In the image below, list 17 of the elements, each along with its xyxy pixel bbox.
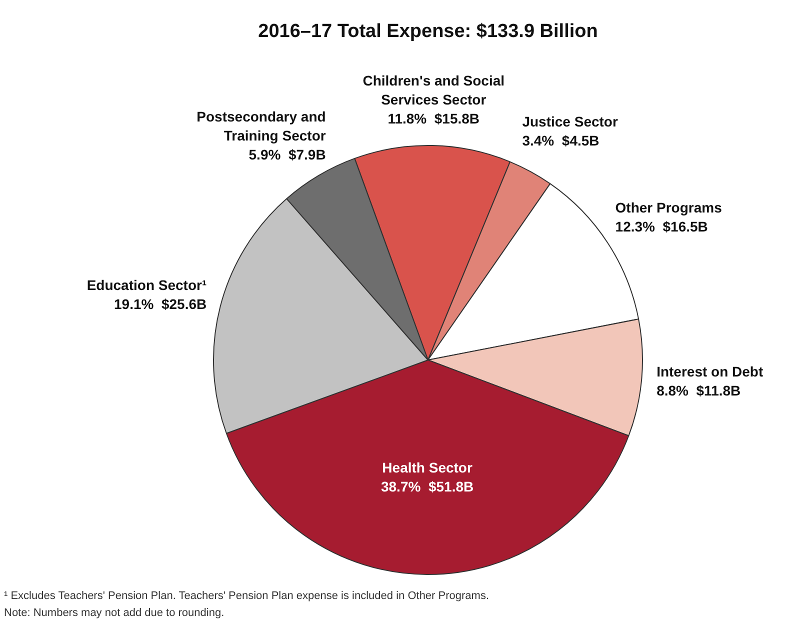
slice-label: Justice Sector: [522, 114, 618, 130]
slice-label: Postsecondary and Training Sector: [196, 108, 326, 144]
text: ¹ Excludes Teachers' Pension Plan. Teachers' Pension Plan expense is included in Other Programs.: [4, 589, 490, 604]
data-label: 38.7% $51.8B: [380, 478, 474, 494]
slice-label: Education Sector¹: [86, 276, 207, 293]
chart-title: 2016–17 Total Expense: $133.9 Billion: [258, 21, 598, 42]
text: Note: Numbers may not add due to rounding.: [4, 606, 226, 621]
data-label: 3.4% $4.5B: [522, 132, 600, 149]
slice-label: Other Programs: [615, 199, 722, 216]
data-label: 5.9% $7.9B: [248, 146, 326, 163]
data-label: 11.8% $15.8B: [388, 110, 480, 126]
data-label: 12.3% $16.5B: [615, 218, 708, 234]
slice-label: Health Sector: [382, 459, 473, 476]
slice-label: Interest on Debt: [656, 363, 764, 380]
data-label: 8.8% $11.8B: [656, 382, 741, 398]
slice-label: Children's and Social Services Sector: [362, 72, 505, 108]
data-label: 19.1% $25.6B: [114, 296, 207, 312]
